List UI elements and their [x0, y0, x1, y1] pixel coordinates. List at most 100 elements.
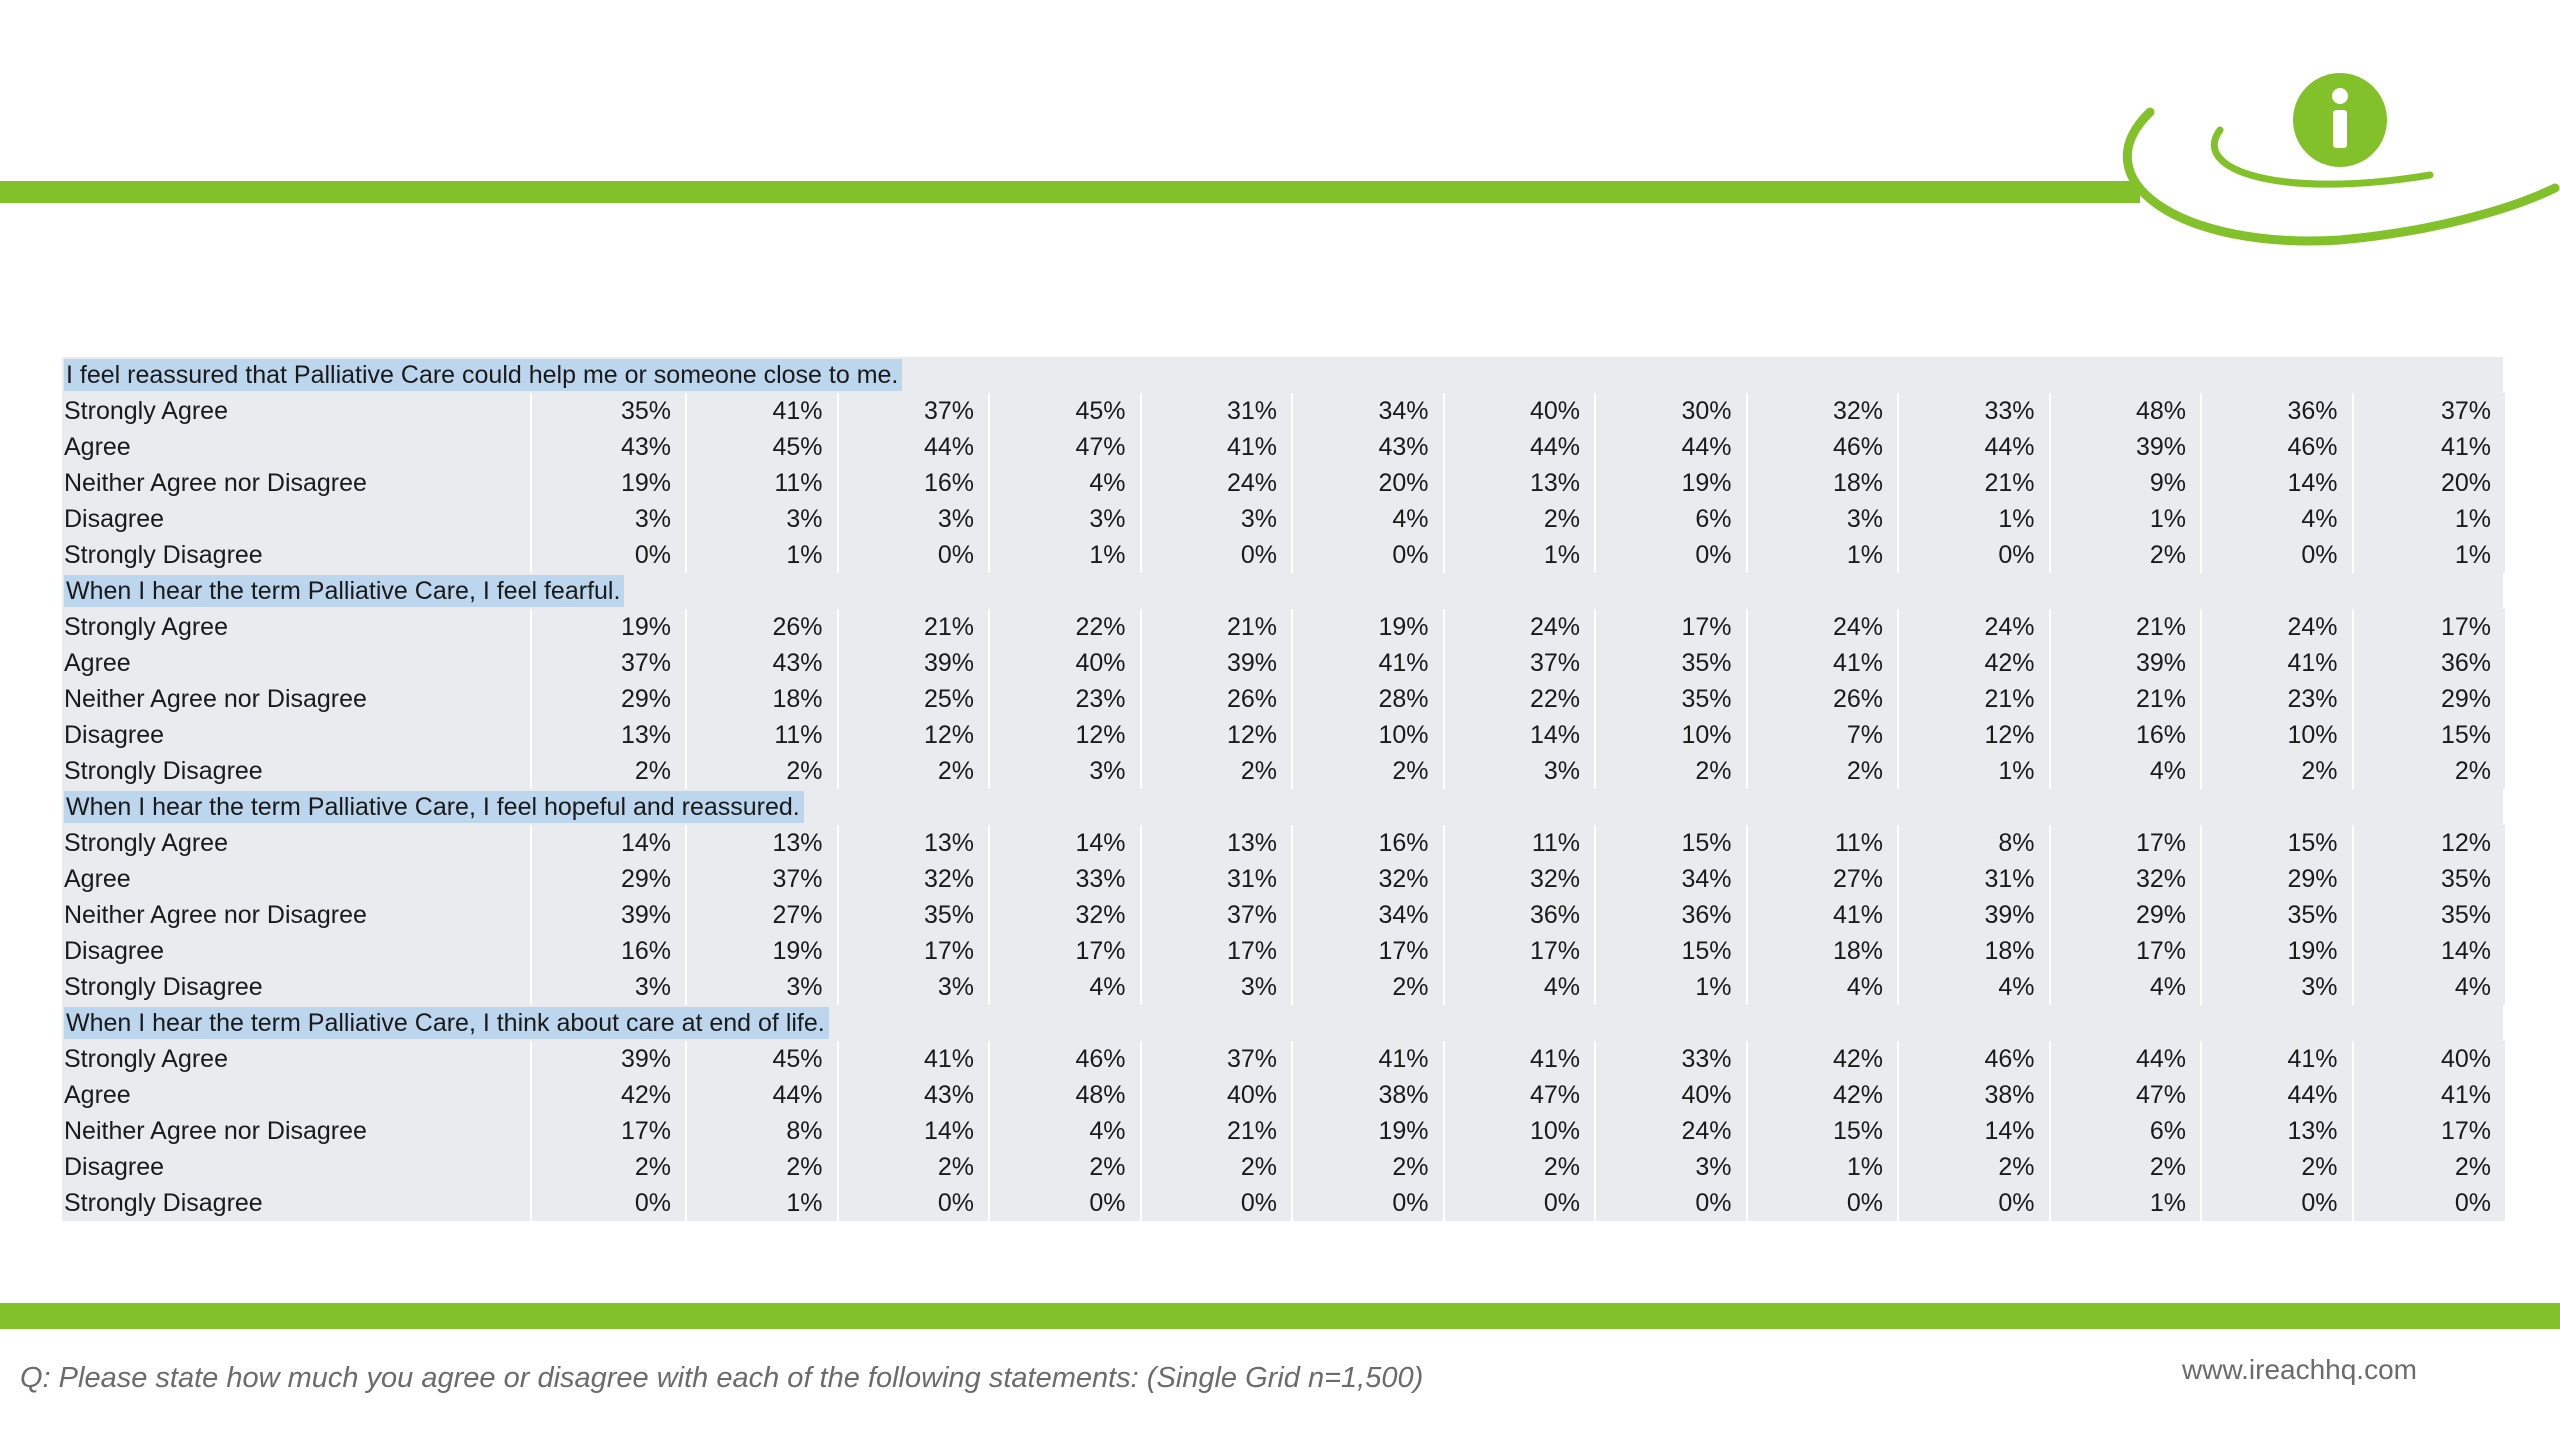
- value-cell: 4%: [990, 1113, 1142, 1149]
- row-label: Strongly Disagree: [62, 969, 532, 1005]
- footer-green-bar: [0, 1303, 2560, 1329]
- value-cell: 24%: [1899, 609, 2051, 645]
- value-cell: 1%: [1747, 537, 1899, 573]
- value-cell: 17%: [2353, 609, 2505, 645]
- value-cell: 1%: [2353, 501, 2505, 537]
- info-icon: [2293, 73, 2387, 167]
- row-label: Neither Agree nor Disagree: [62, 465, 532, 501]
- value-cell: 13%: [687, 825, 839, 861]
- value-cell: 31%: [1141, 393, 1293, 429]
- survey-results-table: I feel reassured that Palliative Care co…: [62, 357, 2505, 1221]
- header-green-bar: [0, 181, 2140, 203]
- value-cell: 44%: [1596, 429, 1748, 465]
- table-row: Strongly Agree 39% 45% 41% 46% 37% 41% 41% 33% 42…: [62, 1041, 2505, 1077]
- value-cell: 30%: [1596, 393, 1748, 429]
- value-cell: 17%: [1444, 933, 1596, 969]
- value-cell: 21%: [838, 609, 990, 645]
- value-cell: 44%: [838, 429, 990, 465]
- value-cell: 31%: [1899, 861, 2051, 897]
- value-cell: 12%: [838, 717, 990, 753]
- value-cell: 16%: [838, 465, 990, 501]
- value-cell: 36%: [2202, 393, 2354, 429]
- value-cell: 32%: [1747, 393, 1899, 429]
- value-cell: 6%: [2050, 1113, 2202, 1149]
- value-cell: 3%: [532, 969, 687, 1005]
- value-cell: 1%: [687, 1185, 839, 1221]
- value-cell: 4%: [1293, 501, 1445, 537]
- value-cell: 2%: [1293, 969, 1445, 1005]
- value-cell: 13%: [1141, 825, 1293, 861]
- value-cell: 0%: [1596, 537, 1748, 573]
- value-cell: 8%: [687, 1113, 839, 1149]
- value-cell: 39%: [2050, 429, 2202, 465]
- value-cell: 14%: [532, 825, 687, 861]
- value-cell: 37%: [2353, 393, 2505, 429]
- value-cell: 1%: [2353, 537, 2505, 573]
- table-row: Strongly Disagree 2% 2% 2% 3% 2% 2% 3% 2% 2% 1% 4% 2…: [62, 753, 2505, 789]
- value-cell: 23%: [2202, 681, 2354, 717]
- table-row: Disagree 3% 3% 3% 3% 3% 4% 2% 6% 3% 1% 1% 4% 1%: [62, 501, 2505, 537]
- value-cell: 4%: [1899, 969, 2051, 1005]
- value-cell: 16%: [532, 933, 687, 969]
- value-cell: 17%: [1596, 609, 1748, 645]
- value-cell: 26%: [1141, 681, 1293, 717]
- value-cell: 2%: [532, 1149, 687, 1185]
- value-cell: 36%: [1596, 897, 1748, 933]
- value-cell: 17%: [2353, 1113, 2505, 1149]
- value-cell: 19%: [532, 609, 687, 645]
- value-cell: 2%: [532, 753, 687, 789]
- value-cell: 4%: [990, 969, 1142, 1005]
- value-cell: 14%: [2353, 933, 2505, 969]
- value-cell: 0%: [1141, 537, 1293, 573]
- value-cell: 0%: [1899, 1185, 2051, 1221]
- value-cell: 12%: [1899, 717, 2051, 753]
- section-header-row: When I hear the term Palliative Care, I …: [62, 573, 2505, 609]
- value-cell: 39%: [532, 897, 687, 933]
- value-cell: 11%: [1747, 825, 1899, 861]
- value-cell: 40%: [1444, 393, 1596, 429]
- value-cell: 41%: [1747, 897, 1899, 933]
- value-cell: 18%: [1747, 933, 1899, 969]
- value-cell: 3%: [838, 501, 990, 537]
- value-cell: 13%: [1444, 465, 1596, 501]
- table-row: Strongly Agree 14% 13% 13% 14% 13% 16% 11% 15% 11…: [62, 825, 2505, 861]
- value-cell: 33%: [990, 861, 1142, 897]
- value-cell: 0%: [1141, 1185, 1293, 1221]
- value-cell: 34%: [1293, 393, 1445, 429]
- value-cell: 2%: [1141, 1149, 1293, 1185]
- value-cell: 35%: [532, 393, 687, 429]
- value-cell: 37%: [1444, 645, 1596, 681]
- table-row: Disagree 2% 2% 2% 2% 2% 2% 2% 3% 1% 2% 2% 2% 2%: [62, 1149, 2505, 1185]
- value-cell: 12%: [2353, 825, 2505, 861]
- value-cell: 14%: [1899, 1113, 2051, 1149]
- row-label: Agree: [62, 1077, 532, 1113]
- row-label: Strongly Agree: [62, 825, 532, 861]
- value-cell: 32%: [838, 861, 990, 897]
- value-cell: 14%: [1444, 717, 1596, 753]
- value-cell: 10%: [1444, 1113, 1596, 1149]
- value-cell: 20%: [2353, 465, 2505, 501]
- value-cell: 0%: [838, 537, 990, 573]
- value-cell: 13%: [532, 717, 687, 753]
- value-cell: 19%: [1293, 1113, 1445, 1149]
- value-cell: 43%: [532, 429, 687, 465]
- value-cell: 44%: [1899, 429, 2051, 465]
- value-cell: 35%: [2353, 897, 2505, 933]
- value-cell: 14%: [2202, 465, 2354, 501]
- value-cell: 2%: [2202, 753, 2354, 789]
- value-cell: 21%: [1899, 465, 2051, 501]
- value-cell: 46%: [1747, 429, 1899, 465]
- value-cell: 36%: [2353, 645, 2505, 681]
- table-row: Neither Agree nor Disagree 29% 18% 25% 23% 26…: [62, 681, 2505, 717]
- value-cell: 11%: [687, 465, 839, 501]
- row-label: Neither Agree nor Disagree: [62, 1113, 532, 1149]
- value-cell: 3%: [1596, 1149, 1748, 1185]
- value-cell: 21%: [1141, 1113, 1293, 1149]
- value-cell: 10%: [1293, 717, 1445, 753]
- value-cell: 2%: [2050, 1149, 2202, 1185]
- value-cell: 39%: [838, 645, 990, 681]
- value-cell: 4%: [1747, 969, 1899, 1005]
- value-cell: 26%: [687, 609, 839, 645]
- value-cell: 42%: [1899, 645, 2051, 681]
- value-cell: 33%: [1596, 1041, 1748, 1077]
